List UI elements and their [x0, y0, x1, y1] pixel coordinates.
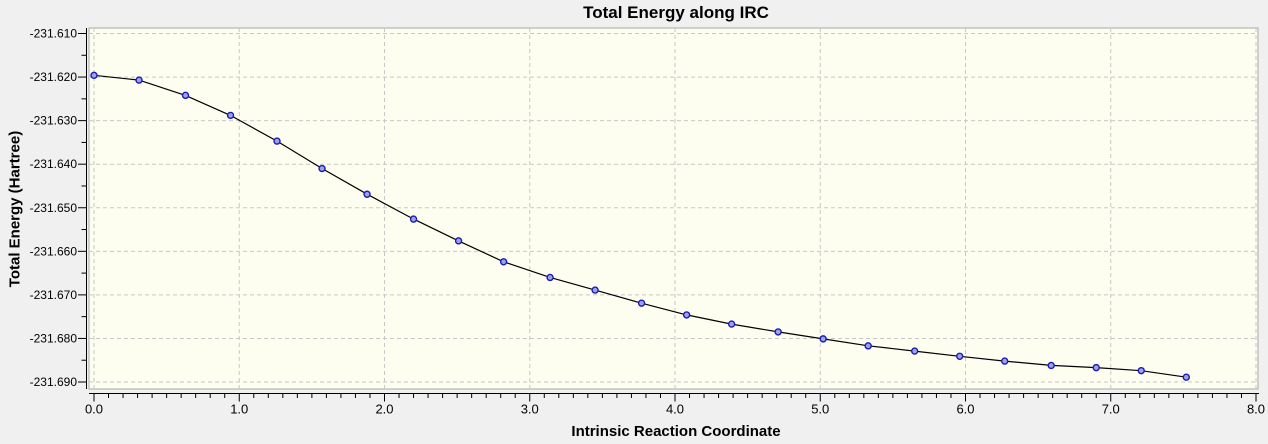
data-point-marker — [819, 335, 827, 343]
y-tick-label: -231.660 — [30, 244, 78, 258]
x-tick-label: 7.0 — [1102, 402, 1120, 417]
data-point-marker — [318, 164, 326, 173]
x-axis-title: Intrinsic Reaction Coordinate — [571, 423, 781, 440]
data-point-marker — [727, 320, 736, 328]
data-point-marker — [1001, 357, 1009, 365]
data-point-marker — [135, 76, 143, 84]
data-point-marker — [774, 328, 782, 336]
x-tick-label: 8.0 — [1247, 402, 1265, 417]
data-point-marker — [499, 258, 508, 266]
y-tick-label: -231.670 — [30, 288, 78, 302]
x-tick-label: 4.0 — [666, 402, 684, 417]
y-tick-label: -231.610 — [30, 27, 78, 41]
data-point-marker — [90, 71, 98, 80]
data-point-marker — [1137, 366, 1145, 375]
plot-panel — [88, 27, 1259, 390]
x-tick-label: 6.0 — [956, 402, 974, 417]
y-tick-label: -231.680 — [30, 331, 78, 345]
data-point-marker — [910, 347, 919, 355]
data-point-marker — [637, 299, 646, 307]
y-tick-label: -231.620 — [30, 70, 78, 84]
x-tick-label: 1.0 — [230, 402, 248, 417]
x-tick-label: 3.0 — [521, 402, 539, 417]
y-tick-label: -231.640 — [30, 157, 78, 171]
data-point-marker — [454, 237, 463, 245]
data-point-marker — [955, 352, 964, 360]
x-tick-label: 0.0 — [85, 402, 103, 417]
y-tick-label: -231.630 — [30, 114, 78, 128]
data-point-marker — [181, 91, 190, 100]
data-point-marker — [363, 190, 371, 198]
x-tick-label: 5.0 — [811, 402, 829, 417]
data-point-marker — [273, 137, 281, 145]
data-point-marker — [226, 111, 235, 120]
x-tick-label: 2.0 — [375, 402, 393, 417]
chart-title: Total Energy along IRC — [583, 3, 769, 22]
data-point-marker — [1092, 363, 1100, 372]
y-tick-label: -231.690 — [30, 375, 78, 389]
data-point-marker — [591, 286, 599, 294]
data-point-marker — [409, 215, 418, 223]
data-point-marker — [682, 311, 691, 319]
data-point-marker — [546, 273, 554, 282]
y-tick-label: -231.650 — [30, 201, 78, 215]
data-point-marker — [1047, 361, 1055, 370]
data-point-marker — [864, 342, 872, 350]
data-point-marker — [1182, 373, 1190, 381]
